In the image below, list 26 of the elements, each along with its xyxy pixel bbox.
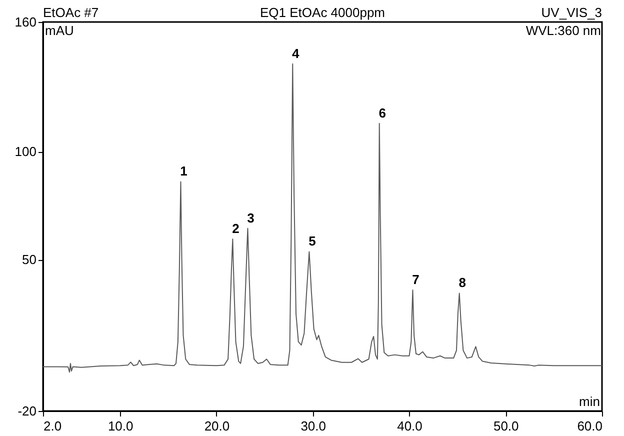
annotation: 7 (412, 272, 420, 287)
x-tick-label: 50.0 (493, 418, 519, 434)
x-tick-label: 2.0 (44, 418, 62, 434)
annotation: 3 (247, 210, 254, 226)
x-tick-label: 40.0 (397, 418, 422, 434)
x-axis-title: min (579, 394, 600, 409)
text: UV_VIS_3 (541, 5, 602, 20)
annotation: 4 (292, 46, 300, 61)
annotation: 8 (458, 275, 466, 290)
x-tick-label: 10.0 (108, 418, 134, 434)
x-tick-label: 60.0 (577, 418, 602, 434)
annotation: 5 (308, 234, 316, 249)
x-tick-label: 20.0 (204, 418, 230, 434)
annotation: WVL:360 nm (526, 23, 601, 38)
annotation: 6 (378, 105, 386, 120)
line-series (43, 63, 602, 373)
y-axis-title: mAU (45, 23, 74, 38)
annotation: 2 (232, 220, 240, 236)
x-tick-label: 30.0 (300, 418, 326, 434)
y-tick-label: 160 (14, 14, 36, 30)
y-tick-label: -20 (18, 404, 36, 418)
text: EtOAc #7 (43, 5, 99, 20)
y-tick-label: 50 (22, 252, 36, 268)
annotation: 1 (180, 164, 188, 179)
chart-title: EQ1 EtOAc 4000ppm (260, 5, 386, 20)
y-tick-label: 100 (14, 144, 36, 160)
